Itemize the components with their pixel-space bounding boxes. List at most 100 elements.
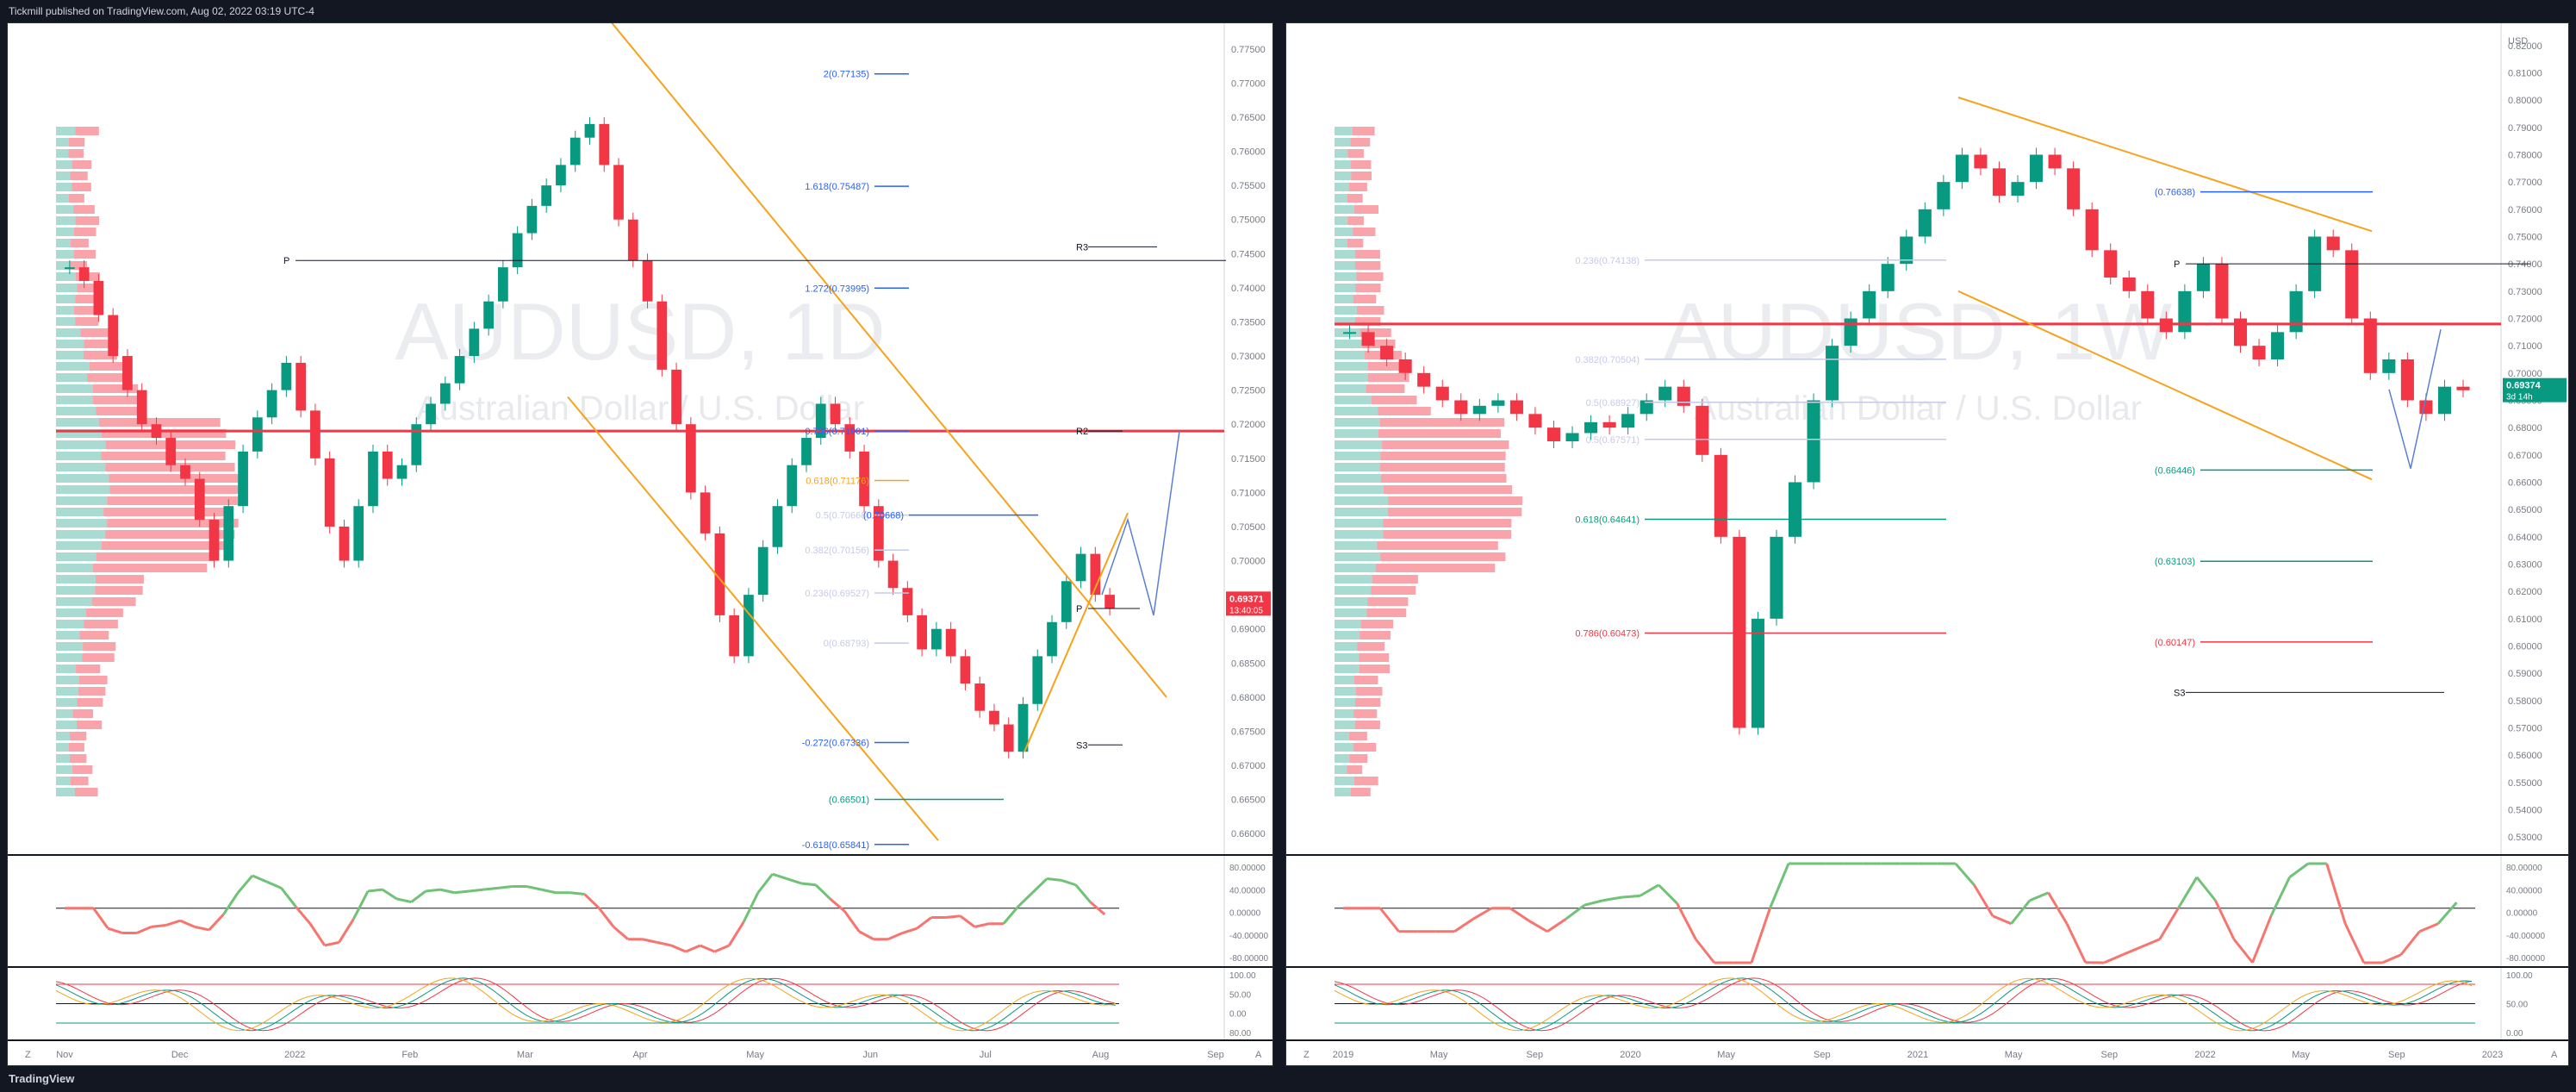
candle-body [209,520,220,561]
volume-profile-bar [1380,452,1505,460]
candle-body [744,595,754,656]
oscillator-segment [1993,916,2012,924]
oscillator-segment [411,891,426,902]
oscillator-segment [252,876,267,882]
oscillator-segment [1380,908,1399,932]
volume-profile-bar [81,328,111,337]
candle-body [195,479,205,521]
time-tick-label: May [2292,1050,2310,1060]
subtitle-watermark: Australian Dollar / U.S. Dollar [1694,390,2142,427]
volume-profile-bar [71,239,89,247]
volume-profile-bar [56,418,99,427]
volume-profile-bar [56,194,69,203]
candle-body [2123,278,2136,291]
daily-chart-svg[interactable]: AUDUSD, 1D Australian Dollar / U.S. Dolla… [8,23,1272,1065]
volume-profile-bar [56,272,76,281]
price-tick-label: 0.75500 [1231,181,1266,191]
time-tick-label: Aug [1092,1050,1110,1060]
oscillator-segment [498,887,513,889]
volume-profile-bar [56,564,93,572]
time-tick-label: 2022 [2194,1050,2215,1060]
candle-body [1993,168,2006,196]
volume-profile-bar [56,373,87,382]
oscillator-segment [671,945,686,952]
price-tick-label: 0.74500 [1231,249,1266,259]
volume-profile-bar [56,407,96,415]
volume-profile-bar [1368,373,1409,382]
volume-profile-bar [71,172,88,180]
volume-profile-bar [1335,138,1351,147]
volume-profile-bar [56,239,71,247]
price-tick-label: 0.56000 [2508,751,2542,761]
oscillator-segment [656,942,671,945]
price-tick-label: 0.71000 [2508,341,2542,352]
volume-profile-bar [56,687,78,696]
fib-level-label: 0.236(0.74138) [1575,256,1640,266]
candle-body [310,410,320,458]
volume-profile-bar [1335,709,1353,718]
volume-profile-bar [69,194,84,203]
fib-level-label: -0.272(0.67336) [802,738,869,748]
oscillator-segment [1528,920,1547,932]
candle-body [1104,595,1115,608]
candle-body [1436,387,1449,401]
volume-profile-bar [1353,743,1377,752]
oscillator-segment [2438,902,2457,924]
candle-body [1845,319,1857,346]
volume-profile-bar [1335,676,1354,684]
oscillator-segment [1696,939,1714,963]
volume-profile-bar [78,687,106,696]
candle-body [2197,264,2210,291]
candle-body [2030,155,2043,183]
price-tick-label: 0.66000 [1231,829,1266,839]
candle-body [527,206,538,234]
volume-profile-bar [1335,407,1378,415]
volume-profile-bar [1335,788,1351,796]
time-tick-label: May [2005,1050,2023,1060]
candle-body [2290,291,2303,333]
oscillator-segment [238,876,252,893]
candle-body [2382,359,2395,373]
oscillator-segment [729,922,744,945]
volume-profile-bar [1347,765,1362,774]
weekly-chart-panel[interactable]: AUDUSD, 1W Australian Dollar / U.S. Dolla… [1285,22,2569,1066]
volume-profile-bar [56,340,84,348]
stoch-tick-label: 80.00 [1229,1029,1251,1039]
candle-body [643,260,653,302]
candle-body [94,281,104,315]
indicator-tick-label: -40.00000 [1229,932,1268,941]
volume-profile-bar [56,676,79,684]
auto-scale-button: A [2551,1050,2558,1060]
oscillator-segment [383,889,397,899]
candle-body [223,506,233,560]
candle-body [2419,401,2432,415]
daily-chart-panel[interactable]: AUDUSD, 1D Australian Dollar / U.S. Dolla… [7,22,1273,1066]
volume-profile-bar [110,485,245,494]
oscillator-segment [180,920,195,927]
candle-body [2271,332,2284,359]
publish-line: Tickmill published on TradingView.com, A… [0,5,314,17]
stoch-tick-label: 0.00 [1229,1010,1247,1020]
volume-profile-bar [1335,396,1372,404]
oscillator-segment [137,927,152,933]
publish-header: Tickmill published on TradingView.com, A… [0,0,2576,22]
candle-body [1032,656,1042,703]
fib-level-label: 0.618(0.71176) [806,476,869,486]
weekly-chart-svg[interactable]: AUDUSD, 1W Australian Dollar / U.S. Dolla… [1286,23,2568,1065]
oscillator-segment [2123,947,2142,955]
oscillator-segment [94,908,109,928]
oscillator-segment [1770,864,1789,908]
fib-level-label: (0.70668) [863,511,904,521]
indicator-tick-label: 40.00000 [2506,886,2542,895]
oscillator-segment [844,911,859,931]
volume-profile-bar [1335,194,1347,203]
candle-body [498,267,508,302]
oscillator-segment [339,919,354,942]
pivot-label: P [283,256,289,266]
volume-profile-bar [70,732,86,740]
oscillator-segment [2160,908,2179,939]
price-tick-label: 0.64000 [2508,533,2542,543]
oscillator-segment [368,889,383,891]
volume-profile-bar [73,205,95,214]
channel-line [568,397,938,841]
